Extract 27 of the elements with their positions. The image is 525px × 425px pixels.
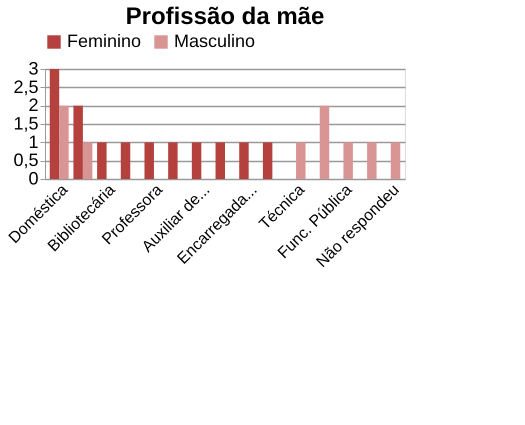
bar (59, 106, 69, 179)
bar (120, 142, 130, 179)
bar (192, 142, 202, 179)
bar (296, 142, 306, 179)
bar (367, 142, 377, 179)
bar (50, 69, 60, 179)
bar (343, 142, 353, 179)
bar (216, 142, 225, 179)
legend-label: Feminino (67, 31, 142, 51)
y-tick-label: 2 (28, 95, 38, 116)
y-tick-label: 3 (28, 58, 38, 78)
bar (390, 142, 400, 179)
bar (97, 142, 107, 179)
y-tick-label: 2,5 (13, 76, 38, 97)
legend-label: Masculino (174, 31, 256, 51)
bar (144, 142, 154, 179)
bar (73, 106, 83, 179)
y-tick-label: 1 (28, 132, 38, 152)
chart-title: Profissão da mãe (126, 3, 324, 30)
y-tick-label: 1,5 (13, 114, 38, 134)
bar (168, 142, 178, 179)
bar (262, 142, 272, 179)
bar (239, 142, 249, 179)
bar (320, 106, 330, 179)
bar (82, 142, 92, 179)
y-tick-label: 0 (28, 168, 38, 188)
y-tick-label: 0,5 (13, 150, 38, 170)
